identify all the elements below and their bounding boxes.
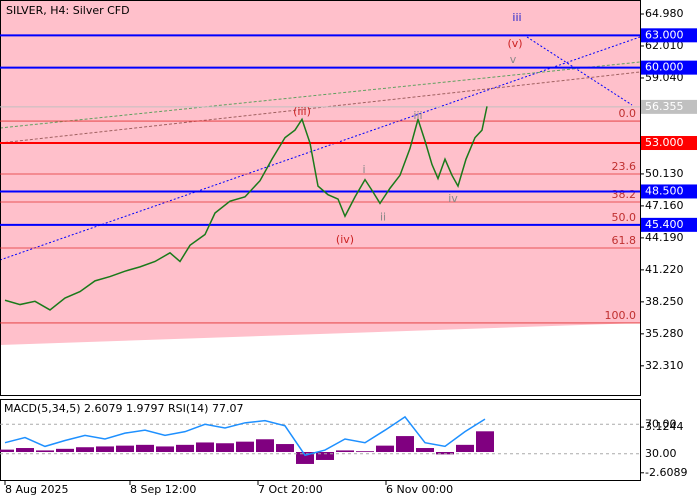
x-tick-label: 8 Sep 12:00 [130,483,196,496]
macd-bar [116,445,134,453]
macd-bar [76,447,94,453]
wave-label: (iii) [293,105,311,118]
fib-label: 61.8 [612,234,637,247]
macd-bar [456,444,474,453]
trend-line [0,61,641,129]
y-tick-label: 35.280 [645,327,684,340]
macd-bar [416,448,434,453]
wave-label: (v) [507,37,522,50]
fib-label: 100.0 [605,309,637,322]
level-label: 63.000 [645,28,684,41]
macd-bar [0,449,14,453]
trend-line [0,36,641,261]
macd-bar [296,452,314,464]
macd-bar [16,448,34,453]
y-tick-label: 64.980 [645,7,684,20]
x-tick-label: 6 Nov 00:00 [386,483,453,496]
level-marker [641,184,697,199]
level-label: 53.000 [645,136,684,149]
level-label: 48.500 [645,184,684,197]
x-tick-label: 8 Aug 2025 [5,483,68,496]
wave-label: v [510,53,517,66]
macd-bar [56,448,74,453]
macd-bar [436,452,454,455]
level-label: 60.000 [645,61,684,74]
macd-bar [216,443,234,453]
chart-title: SILVER, H4: Silver CFD [6,4,130,17]
wave-label: ii [380,210,386,223]
y-tick-label: 50.130 [645,167,684,180]
wave-label: iii [512,11,521,24]
wave-label: iii [413,109,422,122]
y2-tick-label: -2.6089 [645,466,687,479]
macd-bar [316,452,334,460]
y-tick-label: 70.00 [645,417,677,430]
fib-label: 50.0 [612,211,637,224]
macd-bar [336,450,354,453]
macd-bar [356,451,374,453]
level-label: 56.355 [645,100,684,113]
wave-label: iv [448,192,458,205]
macd-bar [276,444,294,453]
rsi-line [4,415,486,457]
macd-bar [376,445,394,453]
level-marker [641,99,697,114]
indicator-frame [0,399,641,481]
wave-label: (iv) [336,233,354,246]
level-marker [641,136,697,151]
macd-bar [256,439,274,453]
macd-bar [236,441,254,453]
wave-label: i [362,163,365,176]
level-marker [641,60,697,75]
y-tick-label: 47.160 [645,199,684,212]
macd-bar [176,444,194,453]
macd-bar [136,444,154,453]
macd-bar [96,446,114,453]
x-tick-label: 7 Oct 20:00 [258,483,323,496]
indicator-label: MACD(5,34,5) 2.6079 1.9797 RSI(14) 77.07 [4,402,243,415]
y-tick-label: 41.220 [645,263,684,276]
trend-line [526,36,633,106]
macd-bar [476,431,494,453]
macd-bar [396,436,414,453]
level-label: 45.400 [645,218,684,231]
y-tick-label: 44.190 [645,231,684,244]
trend-line [0,71,641,144]
fib-label: 23.6 [612,160,637,173]
fib-label: 38.2 [612,188,637,201]
level-marker [641,217,697,232]
price-line [4,106,488,311]
y2-tick-label: 3.1244 [645,420,684,433]
channel-zone [0,0,640,345]
macd-bar [36,450,54,453]
plot-frame [0,0,641,396]
level-marker [641,28,697,43]
macd-bar [196,442,214,453]
y-tick-label: 38.250 [645,295,684,308]
macd-bar [156,446,174,453]
fib-label: 0.0 [619,107,637,120]
y-tick-label: 32.310 [645,359,684,372]
y-tick-label: 30.00 [645,447,677,460]
